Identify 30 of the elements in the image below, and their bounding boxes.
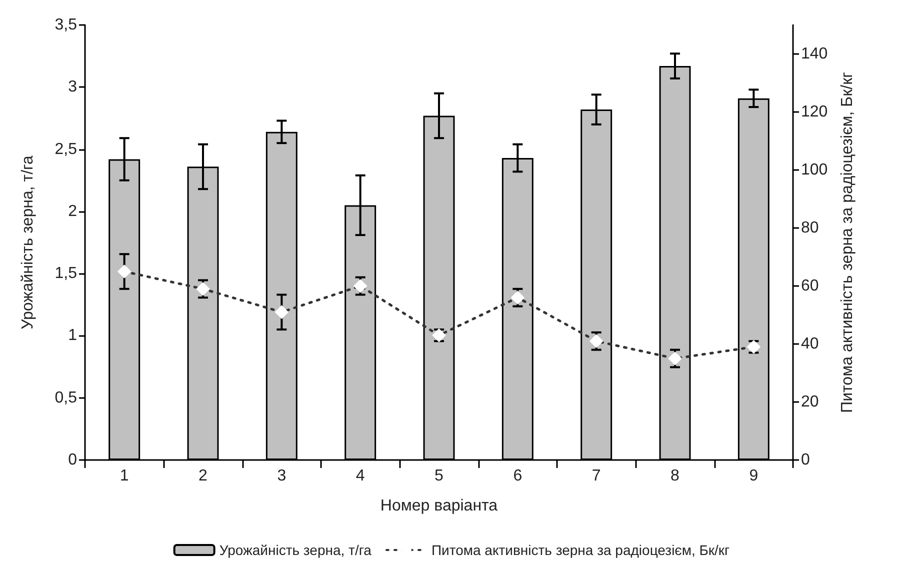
x-tick-label: 2: [198, 468, 208, 484]
y2-tick-label: 80: [801, 220, 819, 236]
legend-label: Урожайність зерна, т/га: [219, 542, 372, 558]
x-tick-label: 9: [749, 468, 758, 484]
y2-tick-label: 0: [801, 452, 810, 468]
x-tick-label: 3: [277, 468, 286, 484]
x-tick-label: 6: [513, 468, 522, 484]
y-tick-label: 1,5: [54, 265, 78, 282]
x-tick-label: 1: [120, 468, 129, 484]
y2-tick-label: 40: [801, 336, 819, 352]
y-axis-title: Урожайність зерна, т/га: [20, 155, 36, 330]
legend-label: Питома активність зерна за радіоцезієм, Бк/кг: [431, 542, 730, 558]
y-tick-label: 3: [68, 78, 78, 96]
y-tick-label: 0,5: [54, 389, 78, 406]
y-tick-label: 3,5: [54, 16, 78, 34]
x-tick-label: 8: [670, 468, 680, 484]
y-tick-label: 2,5: [54, 140, 78, 158]
y2-tick-label: 140: [801, 46, 828, 62]
y2-tick-label: 100: [801, 162, 828, 178]
y2-axis-title: Питома активність зерна за радіоцезієм, Бк/кг: [839, 72, 856, 413]
x-axis-title: Номер варіанта: [380, 498, 498, 514]
y-tick-label: 0: [68, 452, 78, 468]
y-tick-label: 1: [68, 327, 78, 344]
y2-tick-label: 20: [801, 394, 819, 410]
y2-tick-label: 120: [801, 104, 828, 120]
x-tick-label: 5: [434, 468, 444, 484]
y-tick-label: 2: [68, 202, 78, 220]
x-tick-label: 4: [356, 468, 365, 484]
x-tick-label: 7: [592, 468, 601, 484]
y2-tick-label: 60: [801, 278, 819, 294]
